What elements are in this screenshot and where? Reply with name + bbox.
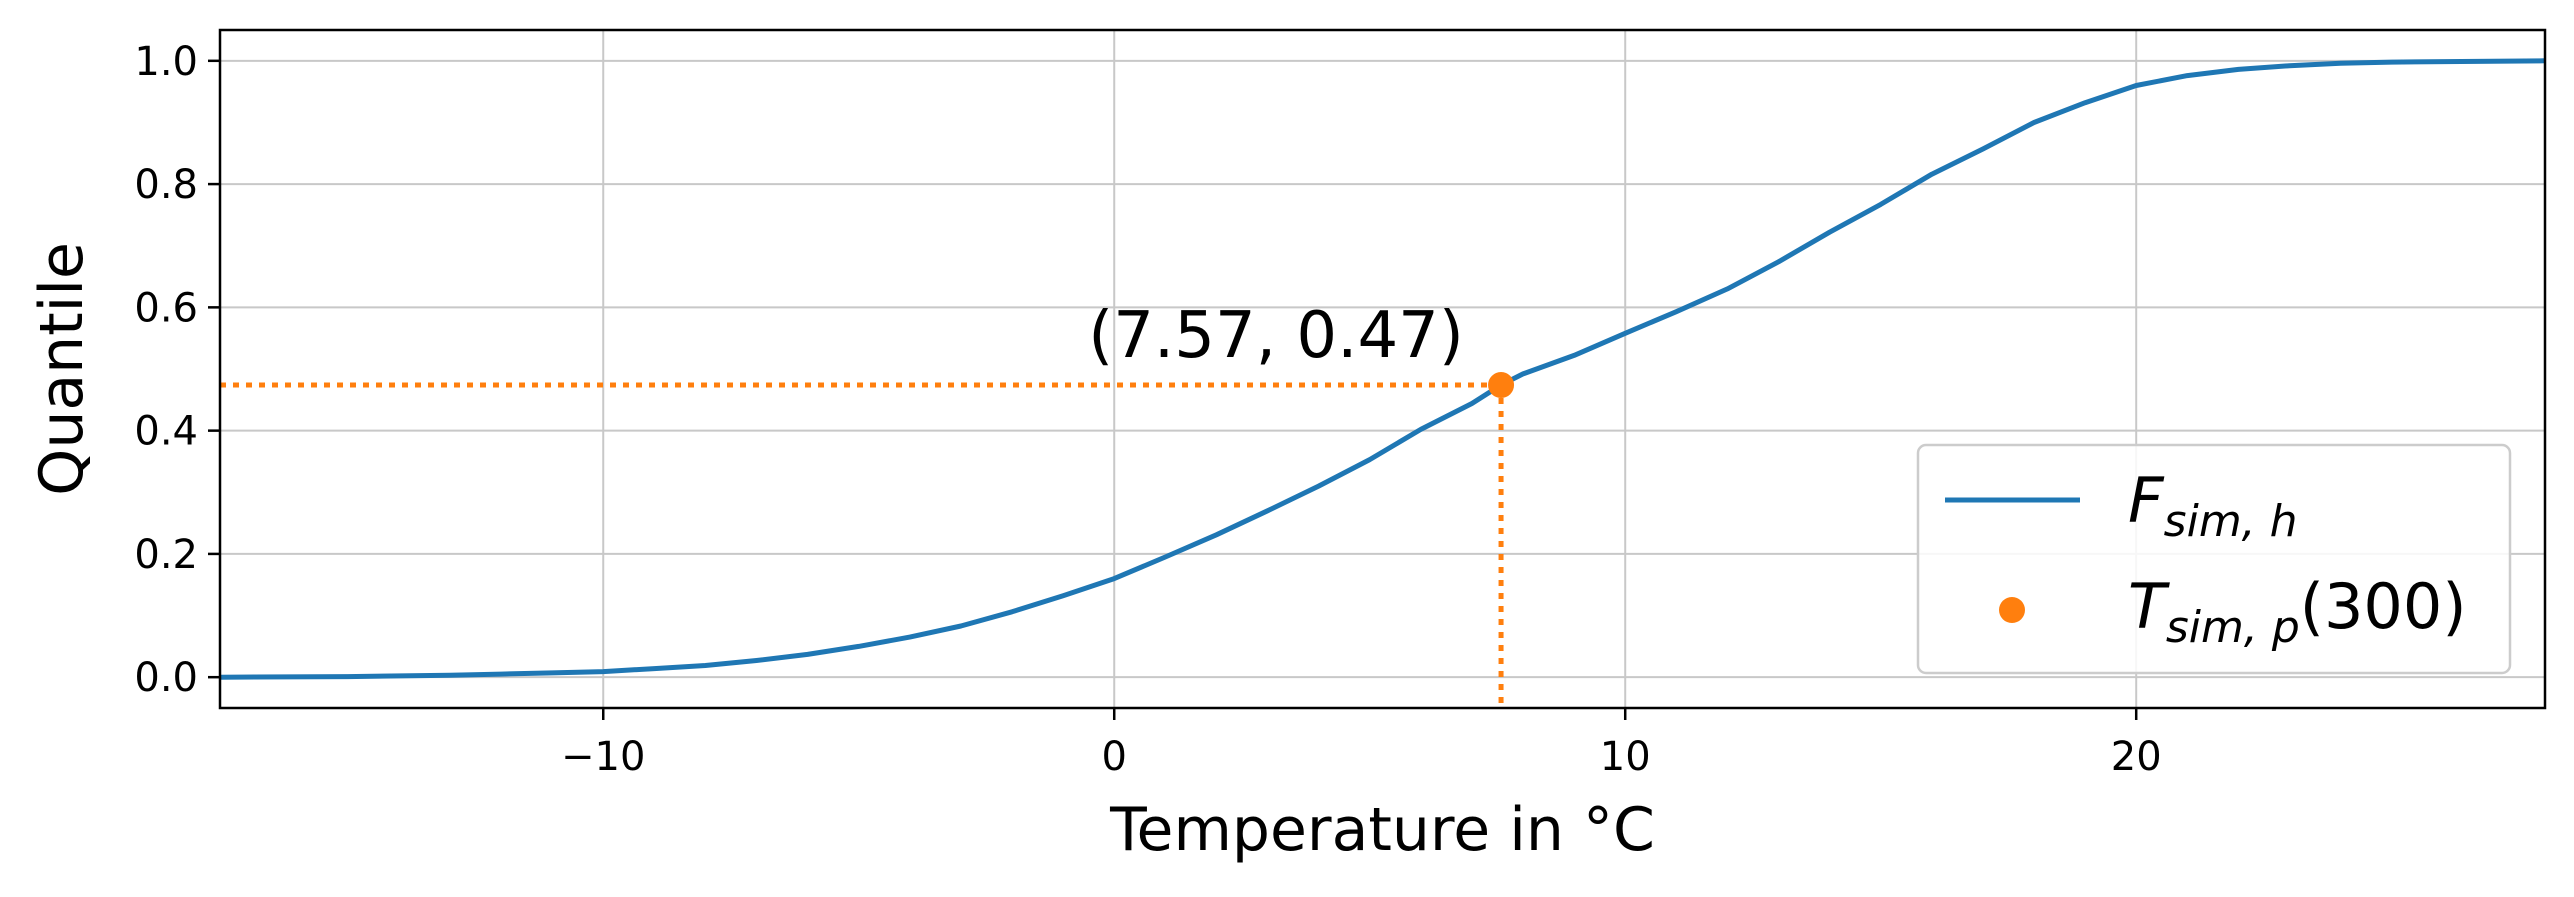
x-tick-label: −10 <box>561 734 645 780</box>
point-annotation: (7.57, 0.47) <box>1088 299 1464 373</box>
y-tick-label: 0.6 <box>134 285 198 331</box>
plot-frame <box>218 28 2547 710</box>
x-tick-label: 0 <box>1102 734 1127 780</box>
x-tick-label: 20 <box>2111 734 2162 780</box>
y-tick-label: 0.2 <box>134 532 198 578</box>
axis-ticks: −10 0 10 20 0.0 0.2 0.4 0.6 0.8 1.0 <box>134 39 2161 780</box>
legend-label-cdf: Fsim, h <box>2128 464 2298 547</box>
legend-label-point: Tsim, p(300) <box>2128 570 2467 653</box>
cdf-line <box>219 58 2546 680</box>
y-axis-label: Quantile <box>27 242 97 496</box>
x-axis-label: Temperature in °C <box>1109 795 1655 865</box>
legend: Fsim, h Tsim, p(300) <box>1916 443 2512 675</box>
y-tick-label: 1.0 <box>134 39 198 85</box>
plot-area <box>219 58 2546 708</box>
legend-point-swatch <box>1999 597 2025 623</box>
x-tick-label: 10 <box>1600 734 1651 780</box>
y-tick-label: 0.8 <box>134 162 198 208</box>
y-tick-label: 0.0 <box>134 655 198 701</box>
y-tick-label: 0.4 <box>134 409 198 455</box>
quantile-point <box>1488 372 1515 399</box>
